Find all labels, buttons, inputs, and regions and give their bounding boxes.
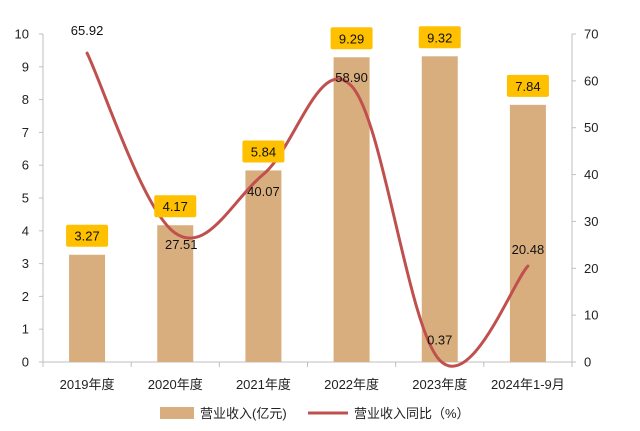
left-tick-label: 10 bbox=[15, 27, 29, 42]
x-tick-label: 2024年1-9月 bbox=[491, 377, 565, 392]
bar-value-label: 4.17 bbox=[163, 199, 188, 214]
right-tick-label: 30 bbox=[584, 214, 598, 229]
left-tick-label: 0 bbox=[22, 355, 29, 370]
left-tick-label: 1 bbox=[22, 322, 29, 337]
right-tick-label: 40 bbox=[584, 167, 598, 182]
left-tick-label: 9 bbox=[22, 59, 29, 74]
bar bbox=[69, 254, 106, 362]
bar bbox=[157, 225, 194, 362]
growth-line bbox=[85, 51, 530, 368]
bar-value-label: 7.84 bbox=[515, 79, 540, 94]
left-tick-label: 8 bbox=[22, 92, 29, 107]
axes: 0 1 2 3 4 5 6 7 8 9 10 0 10 20 30 40 50 60 70 2019年度 2020年度 2… bbox=[15, 27, 599, 393]
left-tick-label: 5 bbox=[22, 191, 29, 206]
line-value-label: 58.90 bbox=[335, 70, 368, 85]
bar-series bbox=[69, 56, 546, 363]
left-tick-label: 7 bbox=[22, 125, 29, 140]
right-tick-label: 50 bbox=[584, 120, 598, 135]
bar-value-label: 3.27 bbox=[74, 229, 99, 244]
line-value-label: 0.37 bbox=[427, 332, 452, 347]
bar-label-box bbox=[66, 224, 109, 247]
line-series bbox=[85, 51, 530, 368]
right-tick-label: 10 bbox=[584, 308, 598, 323]
legend-bar-swatch bbox=[160, 407, 194, 419]
bar-label-box bbox=[330, 27, 373, 50]
x-tick-label: 2021年度 bbox=[236, 377, 291, 392]
legend-bar-label: 营业收入(亿元) bbox=[200, 406, 287, 421]
bar bbox=[333, 57, 370, 363]
bar-value-label: 9.32 bbox=[427, 30, 452, 45]
x-tick-label: 2020年度 bbox=[148, 377, 203, 392]
right-tick-label: 70 bbox=[584, 27, 598, 42]
bar-value-label: 9.29 bbox=[339, 31, 364, 46]
left-tick-label: 2 bbox=[22, 289, 29, 304]
right-tick-label: 0 bbox=[584, 355, 591, 370]
bar bbox=[245, 170, 282, 362]
x-tick-label: 2019年度 bbox=[60, 377, 115, 392]
line-value-label: 40.07 bbox=[247, 184, 280, 199]
legend: 营业收入(亿元) 营业收入同比（%） bbox=[160, 406, 470, 421]
line-value-label: 27.51 bbox=[165, 237, 198, 252]
x-tick-label: 2022年度 bbox=[324, 377, 379, 392]
line-value-label: 65.92 bbox=[71, 23, 104, 38]
legend-line-label: 营业收入同比（%） bbox=[354, 406, 470, 421]
right-tick-label: 20 bbox=[584, 261, 598, 276]
bar-label-box bbox=[506, 74, 549, 97]
data-labels: 3.27 4.17 5.84 9.29 9.32 7.84 65.92 27.51 40.07 5… bbox=[66, 23, 549, 347]
right-tick-label: 60 bbox=[584, 73, 598, 88]
left-tick-label: 4 bbox=[22, 223, 29, 238]
bar-label-box bbox=[418, 26, 461, 49]
bar-label-box bbox=[154, 195, 197, 218]
left-tick-label: 6 bbox=[22, 158, 29, 173]
x-tick-label: 2023年度 bbox=[412, 377, 467, 392]
bar-value-label: 5.84 bbox=[251, 144, 276, 159]
bar bbox=[509, 104, 546, 363]
line-value-label: 20.48 bbox=[512, 242, 545, 257]
left-tick-label: 3 bbox=[22, 256, 29, 271]
bar-label-box bbox=[242, 140, 285, 163]
bar bbox=[421, 56, 458, 362]
